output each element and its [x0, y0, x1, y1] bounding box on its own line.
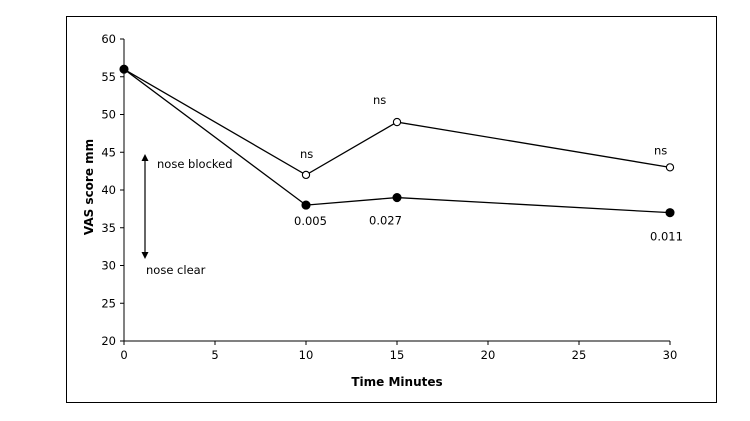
y-tick-label: 25 — [101, 296, 116, 310]
series-2-point — [301, 200, 311, 210]
x-axis-title: Time Minutes — [351, 375, 442, 389]
x-tick-label: 25 — [572, 348, 587, 362]
series-2-line — [123, 68, 671, 214]
y-tick-label: 45 — [101, 145, 116, 159]
y-axis-title: VAS score mm — [82, 139, 96, 235]
data-label: ns — [373, 93, 386, 107]
axes: 20 25 30 35 40 45 50 55 60 0 5 10 15 20 25 30 — [101, 32, 677, 362]
y-tick-label: 35 — [101, 221, 116, 235]
y-tick-label: 30 — [101, 259, 116, 273]
annotation-layer: VAS score mm Time Minutes nose blocked n… — [82, 139, 443, 389]
series-1-point — [392, 117, 402, 127]
x-tick-label: 10 — [299, 348, 314, 362]
data-label: ns — [300, 147, 313, 161]
x-tick-label: 30 — [663, 348, 678, 362]
series-2-point — [392, 193, 402, 203]
line-chart: 20 25 30 35 40 45 50 55 60 0 5 10 15 20 25 30 ns ns ns 0.0… — [82, 32, 683, 389]
nose-blocked-label: nose blocked — [157, 157, 233, 171]
series-1-line — [123, 68, 671, 176]
y-tick-label: 50 — [101, 108, 116, 122]
series-1-point — [301, 170, 311, 180]
data-label: ns — [654, 143, 667, 157]
data-label: 0.011 — [650, 230, 683, 244]
series-layer: ns ns ns 0.005 0.027 0.011 — [119, 64, 683, 244]
series-1-point — [665, 163, 675, 172]
chart-frame: 20 25 30 35 40 45 50 55 60 0 5 10 15 20 25 30 ns ns ns 0.0… — [66, 16, 717, 403]
data-label: 0.027 — [369, 214, 402, 228]
nose-clear-label: nose clear — [146, 263, 206, 277]
series-2-point — [119, 64, 129, 74]
x-tick-label: 15 — [390, 348, 405, 362]
y-tick-label: 20 — [101, 334, 116, 348]
x-tick-label: 20 — [481, 348, 496, 362]
x-tick-label: 5 — [211, 348, 218, 362]
y-tick-label: 55 — [101, 70, 116, 84]
y-tick-label: 60 — [101, 32, 116, 46]
x-tick-label: 0 — [120, 348, 127, 362]
series-2-point — [665, 208, 675, 218]
data-label: 0.005 — [294, 214, 327, 228]
direction-arrow — [141, 154, 149, 259]
y-tick-label: 40 — [101, 183, 116, 197]
